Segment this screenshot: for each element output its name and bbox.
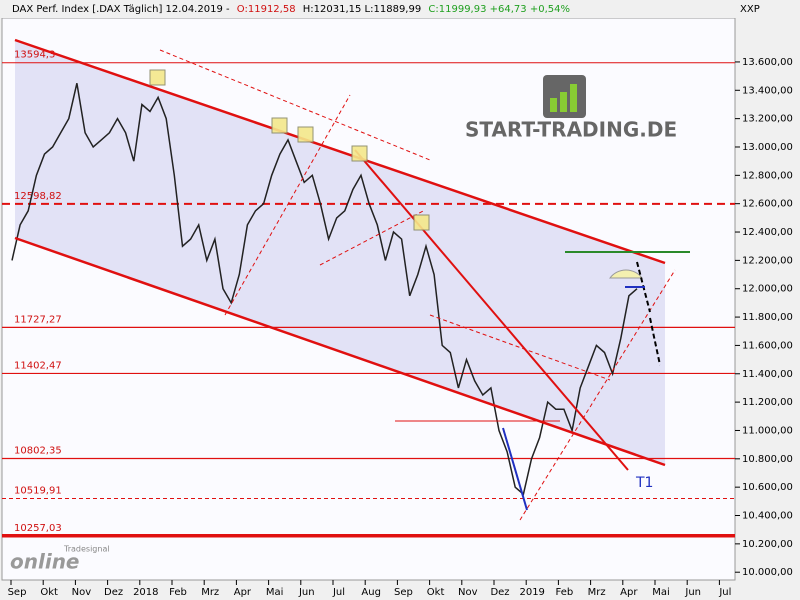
x-tick-label: Sep: [8, 587, 27, 598]
x-tick-label: Jun: [684, 587, 701, 598]
logo-bar: [570, 84, 577, 112]
x-tick-label: Jul: [718, 587, 731, 598]
y-tick-label: 12.800,00: [742, 170, 793, 181]
pivot-box: [413, 214, 430, 231]
dashed-trend: [224, 94, 351, 316]
y-tick-label: 11.600,00: [742, 340, 793, 351]
header-bar: [0, 0, 800, 18]
pivot-box: [149, 69, 166, 86]
corner-label: XXP: [740, 4, 760, 15]
channel-fill: [15, 40, 665, 465]
y-tick-label: 13.400,00: [742, 85, 793, 96]
x-tick-label: Okt: [427, 587, 445, 598]
x-tick-label: Mrz: [588, 587, 606, 598]
level-label: 11727,27: [14, 314, 62, 325]
x-tick-label: Feb: [556, 587, 574, 598]
header-close: C:11999,93 +64,73 +0,54%: [428, 4, 570, 15]
x-tick-label: Feb: [169, 587, 187, 598]
level-label: 11402,47: [14, 360, 62, 371]
y-tick-label: 11.400,00: [742, 369, 793, 380]
logo: START-TRADING.DE: [465, 75, 677, 142]
pivot-boxes: [149, 69, 430, 231]
y-axis-bg: [736, 18, 800, 600]
trend-line: [354, 149, 629, 471]
header-high-low: H:12031,15 L:11889,99: [303, 4, 421, 15]
dashed-trend: [319, 209, 426, 266]
x-tick-label: Mai: [266, 587, 284, 598]
x-tick-label: Apr: [234, 587, 252, 598]
pivot-box: [297, 126, 314, 143]
x-tick-label: Okt: [40, 587, 58, 598]
x-tick-label: Dez: [104, 587, 123, 598]
logo-text: START-TRADING.DE: [465, 118, 677, 142]
x-tick-label: Jun: [298, 587, 315, 598]
level-label: 13594,3: [14, 50, 55, 61]
y-tick-label: 10.800,00: [742, 454, 793, 465]
y-tick-label: 11.800,00: [742, 312, 793, 323]
y-tick-label: 10.400,00: [742, 511, 793, 522]
level-label: 10257,03: [14, 523, 62, 534]
watermark-small: Tradesignal: [63, 545, 110, 554]
x-tick-label: 2018: [133, 587, 158, 598]
y-tick-label: 11.000,00: [742, 425, 793, 436]
channel-lower: [14, 236, 666, 467]
y-tick-label: 10.600,00: [742, 482, 793, 493]
annotation: T1: [635, 475, 653, 491]
y-tick-label: 12.600,00: [742, 199, 793, 210]
x-tick-label: Aug: [361, 587, 381, 598]
level-label: 10802,35: [14, 445, 62, 456]
y-tick-label: 12.400,00: [742, 227, 793, 238]
x-tick-label: Dez: [490, 587, 509, 598]
pivot-box: [351, 145, 368, 162]
x-tick-label: Apr: [620, 587, 638, 598]
y-tick-label: 12.200,00: [742, 255, 793, 266]
x-axis-bg: [0, 581, 736, 600]
down-move: [502, 427, 528, 511]
level-label: 12598,82: [14, 191, 62, 202]
watermark: online: [10, 550, 80, 574]
x-tick-label: Nov: [458, 587, 478, 598]
y-tick-label: 11.200,00: [742, 397, 793, 408]
y-tick-label: 10.200,00: [742, 539, 793, 550]
logo-bar: [560, 92, 567, 112]
price-line: [11, 83, 638, 496]
channel-upper: [14, 38, 666, 265]
x-tick-label: Sep: [394, 587, 413, 598]
dashed-trend: [429, 314, 611, 381]
header-open: O:11912,58: [237, 4, 296, 15]
header-instrument: DAX Perf. Index [.DAX Täglich] 12.04.201…: [12, 4, 230, 15]
x-tick-label: Mrz: [201, 587, 219, 598]
y-tick-label: 13.000,00: [742, 142, 793, 153]
x-tick-label: Jul: [332, 587, 345, 598]
level-label: 10519,91: [14, 486, 62, 497]
y-tick-label: 10.000,00: [742, 567, 793, 578]
x-tick-label: Nov: [72, 587, 92, 598]
pivot-box: [271, 117, 288, 134]
y-tick-label: 12.000,00: [742, 284, 793, 295]
x-tick-label: 2019: [519, 587, 544, 598]
header: DAX Perf. Index [.DAX Täglich] 12.04.201…: [12, 4, 570, 15]
y-tick-label: 13.200,00: [742, 114, 793, 125]
y-tick-label: 13.600,00: [742, 57, 793, 68]
logo-bar: [550, 98, 557, 112]
x-tick-label: Mai: [652, 587, 670, 598]
